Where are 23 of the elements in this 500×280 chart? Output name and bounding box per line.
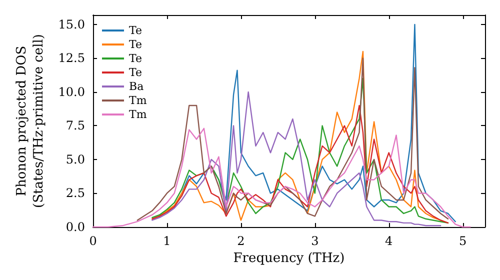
- y-tick-label: 7.5: [66, 118, 85, 133]
- legend-label: Te: [129, 38, 142, 51]
- y-tick-label: 12.5: [58, 51, 85, 66]
- y-tick-label: 10.0: [58, 84, 85, 99]
- x-tick-label: 4: [385, 234, 394, 248]
- y-tick-label: 0.0: [66, 220, 85, 234]
- x-tick-label: 1: [163, 234, 171, 248]
- legend-label: Te: [129, 52, 142, 65]
- legend-label: Ba: [129, 80, 144, 93]
- legend-label: Tm: [129, 108, 148, 121]
- x-tick-label: 5: [458, 234, 467, 248]
- y-tick-label: 2.5: [66, 186, 85, 200]
- x-tick-label: 2: [237, 234, 245, 248]
- legend-label: Tm: [129, 94, 148, 107]
- x-axis-title: Frequency (THz): [233, 250, 345, 266]
- y-tick-label: 15.0: [58, 17, 85, 32]
- x-tick-label: 3: [311, 234, 319, 248]
- line-series: [92, 128, 471, 228]
- legend-label: Te: [129, 66, 142, 79]
- y-tick-label: 5.0: [66, 152, 85, 166]
- legend-label: Te: [129, 24, 142, 37]
- x-tick-label: 0: [89, 234, 97, 248]
- y-axis-title: Phonon projected DOS (States/THz·primitive cell): [14, 34, 46, 208]
